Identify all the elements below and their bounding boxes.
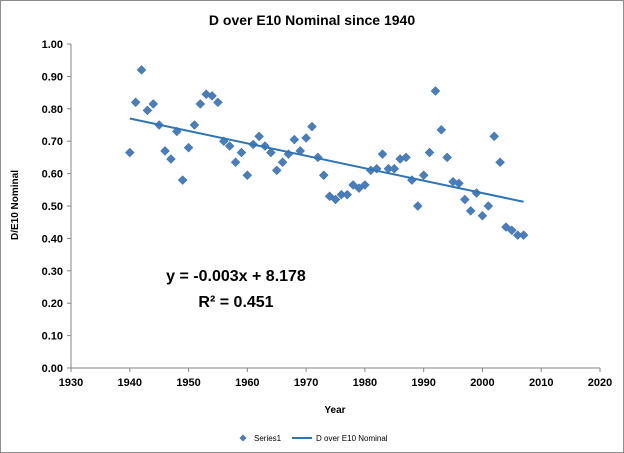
data-point xyxy=(136,65,147,75)
x-tick-label: 2000 xyxy=(470,377,494,389)
data-point xyxy=(142,105,153,116)
legend-label-series1: Series1 xyxy=(254,434,282,443)
data-point xyxy=(183,142,194,153)
data-point xyxy=(265,147,276,158)
data-point xyxy=(271,165,282,176)
data-points xyxy=(124,65,529,241)
data-point xyxy=(224,141,235,151)
data-point xyxy=(124,147,135,158)
data-point xyxy=(289,134,300,145)
data-point xyxy=(377,149,388,160)
legend: Series1 D over E10 Nominal xyxy=(239,434,388,443)
y-tick-label: 0.20 xyxy=(42,298,63,310)
r-squared-label: R² = 0.451 xyxy=(198,294,273,311)
data-point xyxy=(401,152,411,163)
trendline xyxy=(129,117,524,203)
legend-marker-series1 xyxy=(239,434,247,442)
data-point xyxy=(412,201,423,211)
y-tick-label: 0.50 xyxy=(42,201,63,213)
data-point xyxy=(277,157,288,168)
x-tick-label: 1980 xyxy=(353,377,377,389)
data-point xyxy=(477,210,488,221)
x-tick-label: 1930 xyxy=(59,377,83,389)
data-point xyxy=(189,120,200,130)
y-tick-label: 0.30 xyxy=(42,266,63,278)
data-point xyxy=(177,175,188,185)
data-point xyxy=(230,157,241,168)
x-tick-label: 1970 xyxy=(294,377,318,389)
y-tick-label: 0.70 xyxy=(42,136,63,148)
trendline-equation: y = -0.003x + 8.178 xyxy=(166,268,306,285)
x-tick-labels: 1930 1940 1950 1960 1970 1980 1990 2000 2010 2020 xyxy=(59,377,612,389)
y-tick-label: 0.90 xyxy=(42,71,63,83)
data-point xyxy=(360,180,370,190)
legend-label-trendline: D over E10 Nominal xyxy=(316,434,388,443)
x-tick-label: 1960 xyxy=(235,377,259,389)
x-tick-label: 1950 xyxy=(176,377,200,389)
data-point xyxy=(160,146,170,156)
data-point xyxy=(442,152,453,163)
data-point xyxy=(213,97,223,108)
data-point xyxy=(495,157,505,168)
data-point xyxy=(489,131,500,142)
data-point xyxy=(236,147,247,158)
y-tick-label: 0.10 xyxy=(42,331,63,343)
y-tick-label: 0.00 xyxy=(42,363,63,375)
data-point xyxy=(483,201,494,211)
data-point xyxy=(207,90,217,101)
data-point xyxy=(506,225,517,236)
data-point xyxy=(465,206,476,216)
y-tick-label: 1.00 xyxy=(42,39,63,51)
data-point xyxy=(254,131,264,142)
data-point xyxy=(424,147,435,158)
x-tick-label: 1990 xyxy=(411,377,435,389)
data-point xyxy=(342,189,353,200)
data-point xyxy=(301,133,311,143)
data-point xyxy=(418,170,429,181)
x-tick-label: 2020 xyxy=(588,377,612,389)
data-point xyxy=(242,170,253,181)
chart-title: D over E10 Nominal since 1940 xyxy=(209,12,415,28)
data-point xyxy=(518,230,529,241)
y-axis-label: D/E10 Nominal xyxy=(10,170,21,240)
data-point xyxy=(436,125,447,135)
axes xyxy=(67,43,601,372)
data-point xyxy=(307,121,317,132)
data-point xyxy=(430,86,441,96)
x-tick-label: 1940 xyxy=(118,377,142,389)
trendline-group xyxy=(129,117,524,203)
x-tick-label: 2010 xyxy=(529,377,553,389)
data-point xyxy=(389,163,400,174)
data-point xyxy=(459,194,470,205)
data-point xyxy=(195,99,206,109)
data-point xyxy=(330,194,341,205)
data-point xyxy=(130,97,141,108)
data-point xyxy=(148,99,159,109)
y-tick-label: 0.60 xyxy=(42,169,63,181)
data-point xyxy=(166,154,176,164)
y-tick-labels: 0.00 0.10 0.20 0.30 0.40 0.50 0.60 0.70 0.80 0.90… xyxy=(42,39,63,375)
data-point xyxy=(318,170,329,181)
x-axis-label: Year xyxy=(324,405,345,416)
y-tick-label: 0.40 xyxy=(42,233,63,245)
y-tick-label: 0.80 xyxy=(42,104,63,116)
